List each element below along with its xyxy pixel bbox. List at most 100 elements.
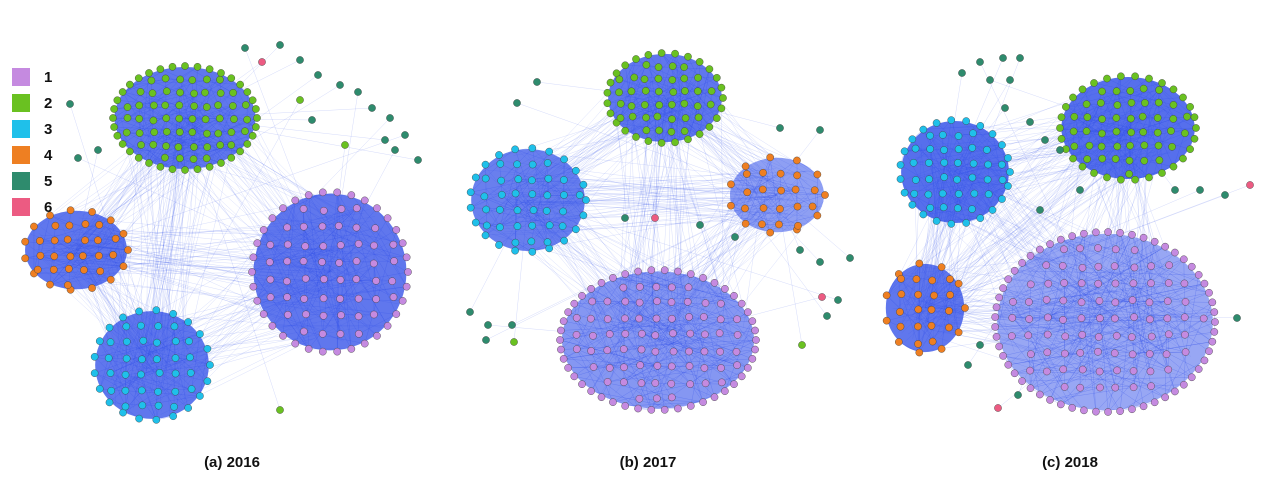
- network-node: [605, 330, 614, 338]
- network-node: [1090, 169, 1098, 177]
- network-node: [816, 126, 824, 134]
- network-node: [748, 355, 757, 363]
- network-edge: [1059, 82, 1095, 129]
- network-edge: [78, 244, 334, 271]
- network-edge: [778, 215, 818, 225]
- network-edge: [206, 144, 232, 159]
- network-edge: [930, 207, 981, 219]
- network-node: [152, 416, 161, 424]
- network-edge: [40, 252, 149, 373]
- network-edge: [900, 278, 932, 326]
- network-edge: [30, 234, 345, 341]
- network-edge: [210, 100, 373, 326]
- network-edge: [88, 137, 194, 283]
- network-node: [701, 299, 710, 307]
- network-edge: [699, 69, 710, 135]
- network-node: [1147, 279, 1155, 288]
- network-edge: [166, 131, 195, 148]
- network-edge: [957, 179, 1008, 187]
- network-node: [1140, 156, 1149, 165]
- network-edge: [263, 229, 324, 352]
- network-node: [155, 369, 164, 377]
- network-node: [184, 404, 192, 412]
- network-edge: [97, 207, 376, 274]
- network-node: [976, 58, 984, 66]
- network-node: [1205, 347, 1213, 356]
- network-edge: [927, 162, 940, 323]
- network-edge: [146, 338, 313, 385]
- network-edge: [303, 226, 407, 258]
- network-node: [668, 115, 676, 123]
- network-node: [1056, 124, 1064, 132]
- network-node: [337, 205, 346, 213]
- network-node: [684, 283, 693, 292]
- network-edge: [747, 192, 771, 233]
- network-node: [930, 291, 938, 300]
- network-edge: [33, 270, 101, 274]
- network-edge: [686, 84, 781, 181]
- network-edge: [929, 135, 958, 180]
- network-node: [145, 69, 153, 77]
- network-node: [605, 364, 614, 372]
- network-edge: [364, 229, 397, 344]
- network-edge: [340, 279, 359, 317]
- network-node: [106, 275, 115, 284]
- network-node: [347, 191, 356, 199]
- network-node: [372, 277, 380, 285]
- network-node: [834, 296, 842, 304]
- network-edge: [623, 311, 749, 383]
- network-node: [730, 380, 738, 388]
- network-edge: [567, 111, 671, 168]
- network-edge: [502, 221, 602, 320]
- network-node: [252, 105, 260, 113]
- network-node: [1094, 333, 1103, 341]
- network-edge: [1098, 292, 1210, 338]
- network-node: [1008, 314, 1017, 322]
- network-edge: [140, 105, 233, 146]
- network-node: [205, 163, 214, 171]
- network-edge: [923, 129, 959, 209]
- network-edge: [769, 206, 798, 233]
- network-edge: [109, 256, 174, 377]
- network-edge: [1134, 267, 1210, 294]
- network-edge: [84, 260, 336, 273]
- network-edge: [932, 168, 969, 306]
- network-edge: [179, 132, 186, 171]
- network-node: [1103, 74, 1111, 83]
- legend-label: 6: [44, 198, 53, 216]
- network-edge: [166, 79, 207, 92]
- network-edge: [65, 268, 172, 402]
- network-edge: [591, 212, 758, 302]
- network-node: [730, 292, 738, 300]
- network-node: [185, 337, 193, 346]
- network-node: [925, 159, 933, 167]
- network-node: [1060, 245, 1068, 254]
- network-node: [1036, 206, 1044, 214]
- network-node: [354, 88, 362, 96]
- network-node: [513, 206, 522, 215]
- network-edge: [122, 91, 180, 106]
- network-edge: [68, 247, 150, 357]
- network-node: [719, 94, 727, 102]
- network-node: [932, 119, 941, 127]
- network-node: [572, 331, 581, 339]
- network-edge: [40, 239, 68, 256]
- network-node: [248, 131, 257, 140]
- network-edge: [1012, 317, 1133, 355]
- network-node: [647, 266, 656, 274]
- network-edge: [81, 161, 154, 217]
- network-edge: [1030, 255, 1169, 335]
- network-node: [107, 386, 116, 395]
- network-edge: [140, 374, 157, 420]
- network-edge: [1012, 259, 1184, 319]
- network-node: [49, 265, 58, 274]
- network-node: [1112, 87, 1121, 95]
- network-edge: [149, 135, 191, 396]
- network-edge: [730, 205, 780, 225]
- network-node: [175, 128, 184, 136]
- network-node: [968, 173, 977, 182]
- network-node: [360, 339, 369, 348]
- network-node: [818, 293, 826, 301]
- network-edge: [916, 287, 1060, 302]
- network-edge: [978, 184, 1028, 322]
